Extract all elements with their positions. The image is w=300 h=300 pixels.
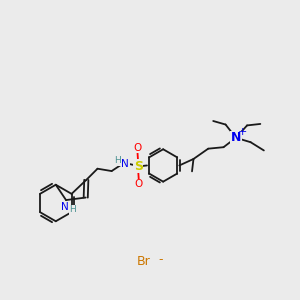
Text: -: - <box>158 253 163 266</box>
Text: N: N <box>231 131 241 144</box>
Text: H: H <box>114 156 121 165</box>
Text: N: N <box>121 159 129 169</box>
Text: S: S <box>134 160 142 172</box>
Text: O: O <box>134 143 142 153</box>
Text: H: H <box>69 205 76 214</box>
Text: Br: Br <box>137 255 151 268</box>
Text: N: N <box>61 202 68 212</box>
Text: +: + <box>238 127 247 137</box>
Text: O: O <box>135 179 143 189</box>
